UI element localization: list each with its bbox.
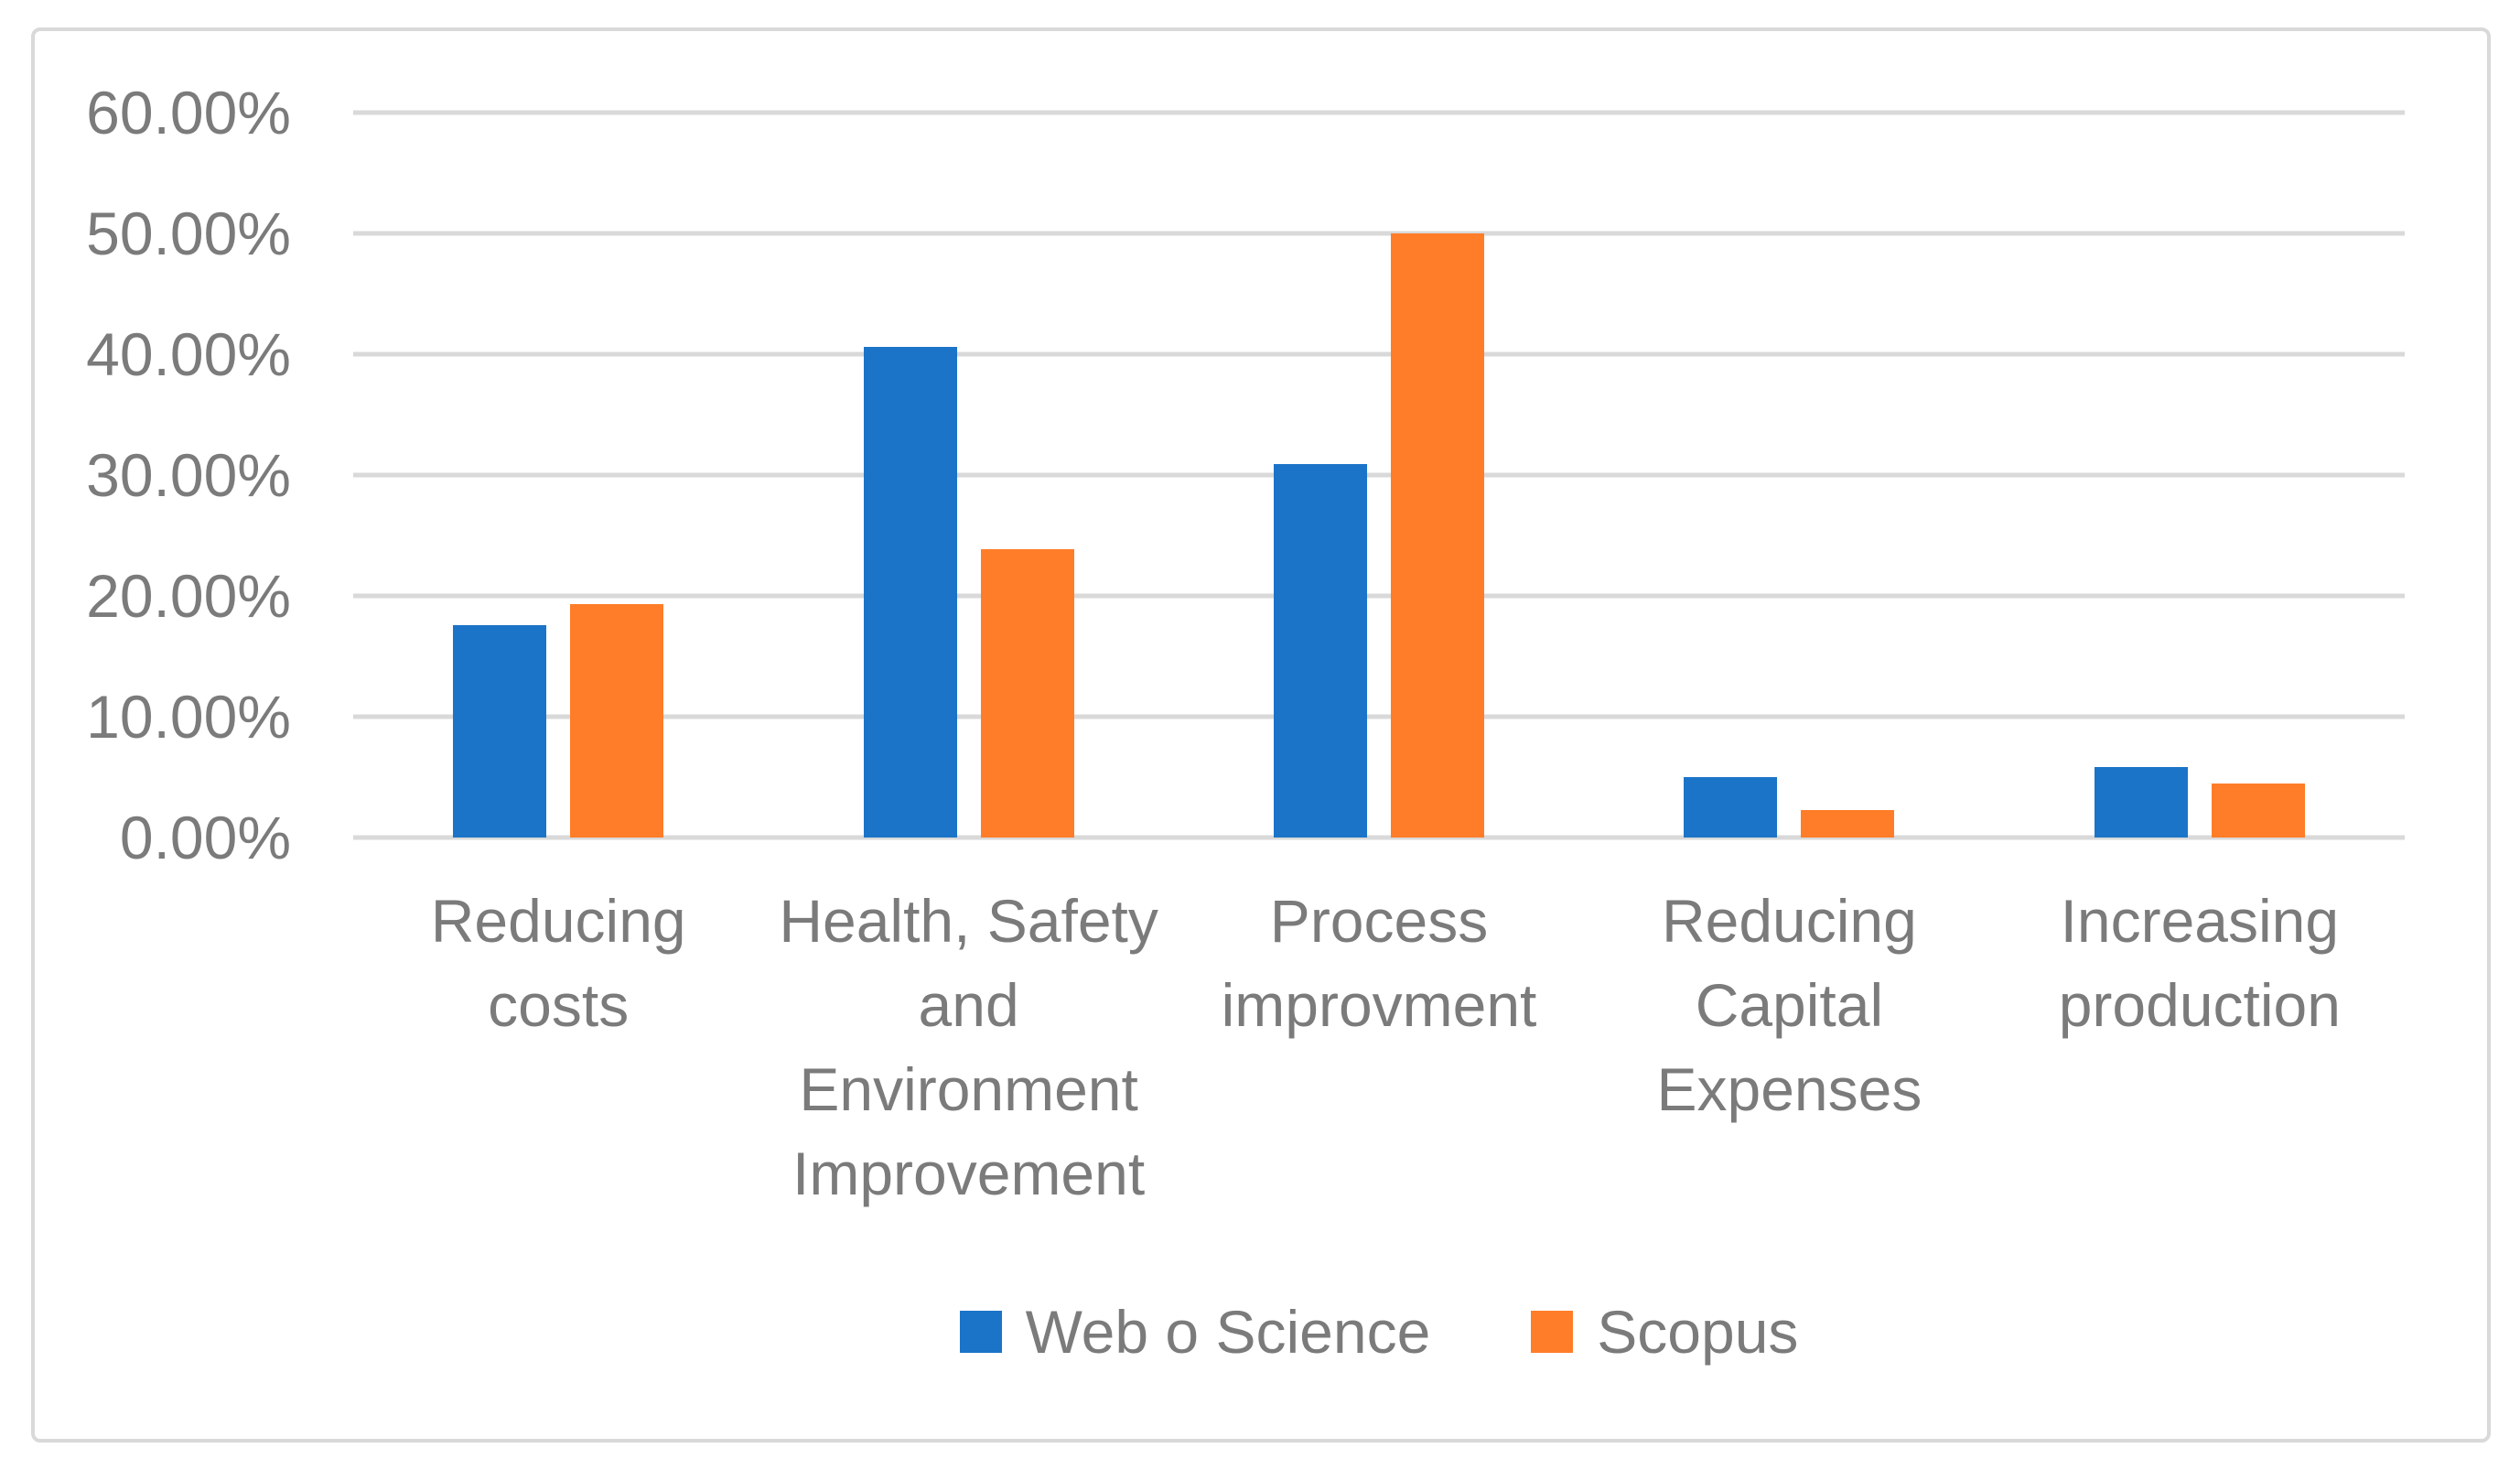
category-label: Reducing Capital Expenses — [1584, 879, 1994, 1216]
y-tick-label: 50.00% — [86, 200, 291, 267]
bar-group-4 — [1584, 113, 1994, 838]
bar — [453, 625, 547, 838]
bar-group-5 — [1995, 113, 2405, 838]
category-label-line: improvment — [1221, 971, 1537, 1039]
gridline-0 — [353, 835, 2405, 840]
category-label: Reducing costs — [353, 879, 763, 1216]
gridline-60 — [353, 110, 2405, 115]
category-label-line: production — [2058, 971, 2341, 1039]
category-label: Health, Safety and Environment Improvement — [763, 879, 1173, 1216]
category-label: Increasing production — [1995, 879, 2405, 1216]
bar-group-2 — [763, 113, 1173, 838]
category-label-line: Reducing — [430, 887, 686, 955]
y-tick-label: 30.00% — [86, 441, 291, 509]
category-label-line: Environment — [799, 1055, 1138, 1123]
gridline-20 — [353, 593, 2405, 599]
category-label-line: Increasing — [2060, 887, 2340, 955]
gridline-40 — [353, 351, 2405, 357]
x-axis: Reducing costs Health, Safety and Environmen… — [353, 879, 2405, 1216]
legend-item: Web o Science — [959, 1297, 1431, 1367]
category-label-line: Reducing — [1661, 887, 1917, 955]
gridline-10 — [353, 714, 2405, 719]
bar — [1801, 810, 1895, 838]
bar — [1273, 464, 1367, 838]
legend-swatch-icon — [959, 1311, 1002, 1353]
bar — [980, 549, 1074, 838]
y-tick-label: 0.00% — [119, 804, 291, 871]
y-tick-label: 10.00% — [86, 683, 291, 751]
category-label-line: Improvement — [792, 1140, 1146, 1207]
bar — [570, 604, 664, 838]
category-label-line: costs — [488, 971, 630, 1039]
bar — [2211, 784, 2305, 838]
category-label-line: Capital — [1695, 971, 1884, 1039]
category-label-line: Expenses — [1656, 1055, 1922, 1123]
legend-swatch-icon — [1531, 1311, 1574, 1353]
chart-frame — [31, 27, 2491, 1443]
y-tick-label: 20.00% — [86, 562, 291, 630]
y-tick-label: 60.00% — [86, 79, 291, 146]
legend-label: Web o Science — [1025, 1298, 1431, 1366]
category-label: Process improvment — [1174, 879, 1584, 1216]
plot-area — [353, 110, 2405, 840]
category-label-line: Process — [1269, 887, 1489, 955]
gridline-30 — [353, 472, 2405, 478]
bar — [2094, 767, 2188, 838]
category-label-line: and — [918, 971, 1019, 1039]
gridline-50 — [353, 231, 2405, 236]
y-tick-label: 40.00% — [86, 320, 291, 388]
bar — [1390, 233, 1484, 838]
bar — [863, 347, 957, 838]
category-label-line: Health, Safety — [779, 887, 1158, 955]
bar-group-1 — [353, 113, 763, 838]
y-axis: 0.00% 10.00% 20.00% 30.00% 40.00% 50.00% 60.00… — [0, 0, 291, 1470]
legend-item: Scopus — [1531, 1297, 1798, 1367]
legend-label: Scopus — [1597, 1298, 1799, 1366]
bar — [1684, 777, 1778, 838]
legend: Web o Science Scopus — [353, 1297, 2405, 1367]
bar-group-3 — [1174, 113, 1584, 838]
